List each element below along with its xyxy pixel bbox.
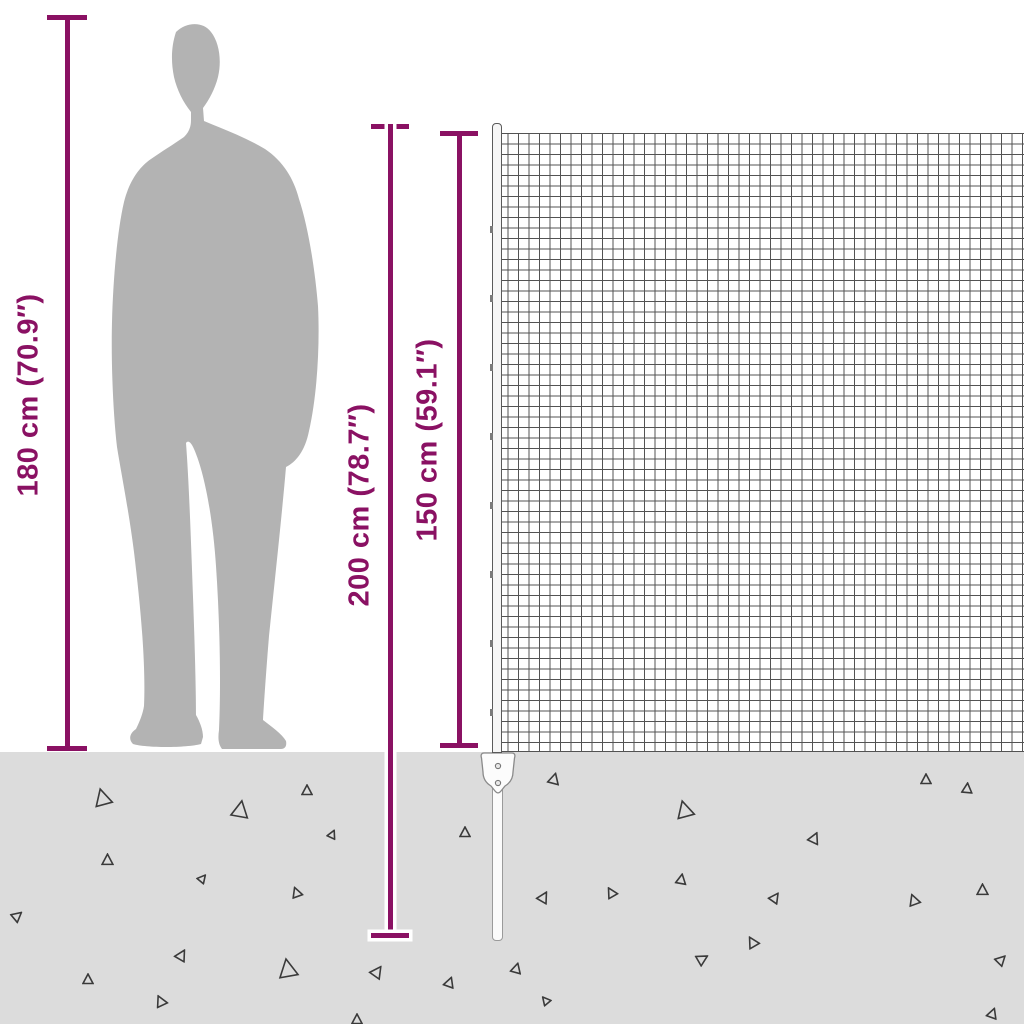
dimension-line <box>456 131 462 748</box>
dimension-line <box>64 15 70 751</box>
dimension-line <box>387 124 393 938</box>
plate-screw-hole-top <box>494 762 502 770</box>
person-silhouette <box>111 24 319 749</box>
post-anchor-plate <box>480 752 516 794</box>
dimension-cap-bottom <box>440 743 478 748</box>
dimension-cap-bottom <box>371 933 409 938</box>
fence-mesh <box>497 133 1024 752</box>
dimension-label-150cm: 150 cm (59.1″) <box>411 338 444 542</box>
ground <box>0 752 1024 1024</box>
plate-screw-hole-bottom <box>494 779 502 787</box>
dimension-label-200cm: 200 cm (78.7″) <box>343 403 376 607</box>
dimension-label-180cm: 180 cm (70.9″) <box>12 293 45 497</box>
fence-post <box>490 123 502 753</box>
dimension-cap-bottom <box>47 746 87 751</box>
